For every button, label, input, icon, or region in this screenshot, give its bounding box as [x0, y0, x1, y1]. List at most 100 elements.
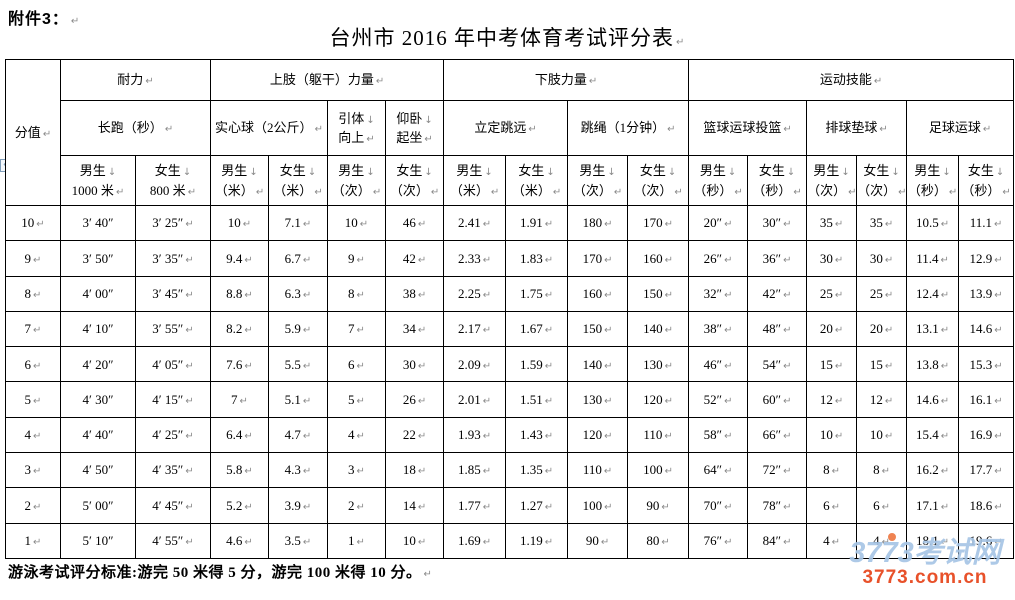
- paragraph-mark: ↵: [33, 431, 42, 443]
- value-cell: 1.93 ↵: [443, 416, 507, 454]
- value-cell: 15 ↵: [856, 346, 908, 383]
- value-cell: 7.6 ↵: [210, 346, 269, 383]
- paragraph-mark: ↵: [604, 219, 613, 231]
- event-header: 排球垫球 ↵: [806, 100, 908, 156]
- value-cell: 4′ 10″: [60, 310, 136, 348]
- value-cell: 8.8 ↵: [210, 275, 269, 312]
- paragraph-mark: ↵: [783, 431, 792, 443]
- group-header: 耐力 ↵: [60, 59, 211, 101]
- value-cell: 8 ↵: [806, 452, 858, 489]
- value-cell: 4 ↵: [856, 522, 908, 559]
- paragraph-mark: ↵: [544, 431, 554, 443]
- value-cell: 1.83 ↵: [505, 240, 569, 277]
- value-cell: 18.6 ↵: [958, 487, 1015, 524]
- paragraph-mark: ↵: [356, 254, 365, 266]
- score-cell: 2 ↵: [5, 487, 61, 524]
- paragraph-mark: ↵: [482, 219, 492, 231]
- value-cell: 11.4 ↵: [906, 240, 960, 277]
- value-cell: 1.77 ↵: [443, 487, 507, 524]
- paragraph-mark: ↵: [831, 537, 840, 549]
- attachment-label: 附件3： ↵: [8, 11, 81, 28]
- paragraph-mark: ↵: [544, 219, 554, 231]
- paragraph-mark: ↵: [482, 289, 492, 301]
- paragraph-mark: ↵: [239, 395, 248, 407]
- line-break-mark: ↓: [182, 167, 192, 178]
- value-cell: 2.01 ↵: [443, 381, 507, 418]
- paragraph-mark: ↵: [302, 219, 312, 231]
- value-cell: 1.27 ↵: [505, 487, 569, 524]
- paragraph-mark: ↵: [544, 466, 554, 478]
- value-cell: 38″ ↵: [688, 310, 749, 348]
- line-break-mark: ↓: [995, 167, 1005, 178]
- value-cell: 9.4 ↵: [210, 240, 269, 277]
- value-cell: 4′ 25″ ↵: [135, 416, 211, 454]
- value-cell: 160 ↵: [567, 275, 629, 312]
- paragraph-mark: ↵: [482, 537, 492, 549]
- value-cell: 90 ↵: [627, 487, 690, 524]
- value-cell: 48″ ↵: [747, 310, 808, 348]
- value-cell: 3′ 50″: [60, 240, 136, 277]
- value-cell: 15.4 ↵: [906, 416, 960, 454]
- value-cell: 6 ↵: [856, 487, 908, 524]
- event-header: 长跑（秒） ↵: [60, 100, 211, 156]
- value-cell: 15.3 ↵: [958, 346, 1015, 383]
- paragraph-mark: ↵: [242, 219, 252, 231]
- value-cell: 3′ 25″ ↵: [135, 204, 211, 242]
- paragraph-mark: ↵: [834, 289, 844, 301]
- paragraph-mark: ↵: [185, 289, 194, 301]
- paragraph-mark: ↵: [1002, 186, 1011, 198]
- value-cell: 5.1 ↵: [268, 381, 328, 418]
- paragraph-mark: ↵: [33, 466, 42, 478]
- value-cell: 17.1 ↵: [906, 487, 960, 524]
- paragraph-mark: ↵: [940, 325, 950, 337]
- value-cell: 110 ↵: [627, 416, 690, 454]
- paragraph-mark: ↵: [164, 124, 174, 136]
- value-cell: 5′ 00″: [60, 487, 136, 524]
- table-row: 10 ↵ 3′ 40″ 3′ 25″ ↵ 10 ↵ 7.1 ↵ 10 ↵ 46 ↵ 2.41 ↵ 1.91 ↵ 1…: [5, 204, 1015, 242]
- value-cell: 3′ 55″ ↵: [135, 310, 211, 348]
- event-header: 立定跳远 ↵: [443, 100, 569, 156]
- value-cell: 36″ ↵: [747, 240, 808, 277]
- event-header: 跳绳（1分钟） ↵: [567, 100, 690, 156]
- paragraph-mark: ↵: [724, 431, 733, 443]
- table-header: 分值 ↵ 耐力 ↵ 上肢（躯干）力量 ↵ 下肢力量 ↵ 运动技能 ↵ 长跑（秒） ↵ 实心球（2公斤） ↵…: [5, 59, 1015, 206]
- paragraph-mark: ↵: [356, 501, 365, 513]
- value-cell: 100 ↵: [567, 487, 629, 524]
- value-cell: 120 ↵: [567, 416, 629, 454]
- line-break-mark: ↓: [424, 114, 433, 126]
- paragraph-mark: ↵: [834, 431, 844, 443]
- paragraph-mark: ↵: [734, 186, 743, 198]
- paragraph-mark: ↵: [664, 395, 673, 407]
- gender-unit-header: 女生 ↓ （次） ↵: [384, 155, 445, 206]
- paragraph-mark: ↵: [185, 431, 194, 443]
- value-cell: 11.1 ↵: [958, 204, 1015, 242]
- paragraph-mark: ↵: [33, 501, 42, 513]
- paragraph-mark: ↵: [940, 360, 950, 372]
- score-cell: 4 ↵: [5, 416, 61, 454]
- value-cell: 120 ↵: [627, 381, 690, 418]
- value-cell: 12 ↵: [856, 381, 908, 418]
- paragraph-mark: ↵: [302, 289, 312, 301]
- paragraph-mark: ↵: [604, 254, 613, 266]
- paragraph-mark: ↵: [430, 186, 440, 198]
- paragraph-mark: ↵: [783, 289, 792, 301]
- value-cell: 72″ ↵: [747, 452, 808, 489]
- paragraph-mark: ↵: [302, 254, 312, 266]
- paragraph-mark: ↵: [664, 466, 673, 478]
- value-cell: 4′ 20″: [60, 346, 136, 383]
- value-cell: 7.1 ↵: [268, 204, 328, 242]
- paragraph-mark: ↵: [36, 219, 45, 231]
- value-cell: 3.9 ↵: [268, 487, 328, 524]
- event-header: 实心球（2公斤） ↵: [210, 100, 328, 156]
- paragraph-mark: ↵: [994, 537, 1003, 549]
- score-cell: 10 ↵: [5, 204, 61, 242]
- paragraph-mark: ↵: [482, 466, 492, 478]
- paragraph-mark: ↵: [356, 325, 365, 337]
- paragraph-mark: ↵: [948, 186, 958, 198]
- value-cell: 6.3 ↵: [268, 275, 328, 312]
- line-break-mark: ↓: [424, 167, 433, 178]
- value-cell: 4′ 45″ ↵: [135, 487, 211, 524]
- value-cell: 4′ 50″: [60, 452, 136, 489]
- paragraph-mark: ↵: [884, 219, 894, 231]
- value-cell: 1.69 ↵: [443, 522, 507, 559]
